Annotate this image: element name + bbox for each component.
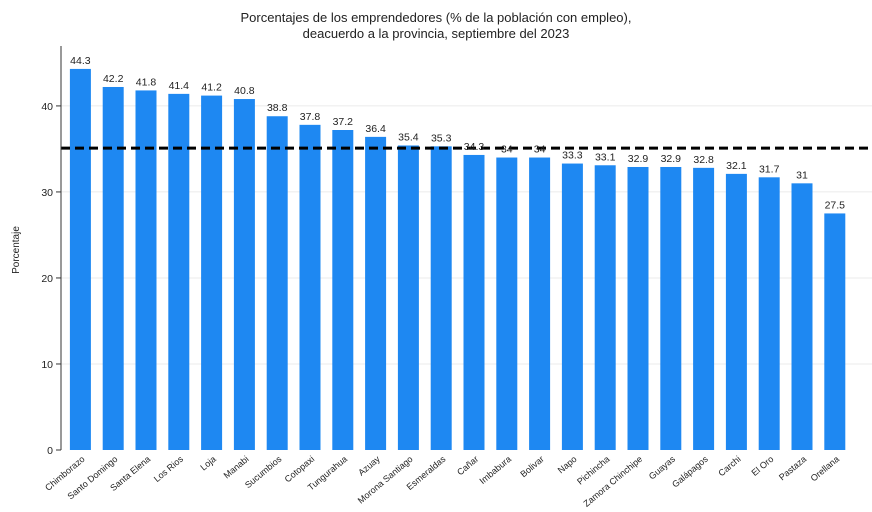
data-label: 35.4 [398,131,419,143]
bar [332,130,354,450]
data-label: 34 [534,144,546,156]
data-label: 32.8 [693,154,714,166]
bar [365,136,387,450]
data-label: 37.2 [333,116,354,128]
data-label: 38.8 [267,102,288,114]
bar [693,167,715,450]
bar [102,86,124,450]
data-label: 27.5 [825,199,846,211]
bar [824,213,846,450]
bar [168,93,190,450]
bar [430,146,452,450]
bar [463,154,485,451]
bar [561,163,583,450]
data-label: 37.8 [300,111,321,123]
x-tick-label: Carchi [716,454,742,478]
bar [627,166,649,450]
data-label: 33.3 [562,150,583,162]
data-label: 41.2 [201,82,222,94]
data-label: 35.3 [431,132,452,144]
x-tick-label: Galápagos [670,454,710,490]
data-label: 31.7 [759,163,780,175]
x-tick-label: Napo [556,454,579,475]
x-tick-label: Guayas [647,454,678,482]
bar [529,157,551,450]
x-tick-label: Sucumbios [243,454,284,491]
bar [233,99,255,450]
data-label: 36.4 [365,123,386,135]
data-label: 34 [501,144,513,156]
data-label: 42.2 [103,73,124,85]
x-tick-label: Orellana [809,454,841,484]
data-label: 32.9 [661,153,682,165]
x-tick-label: Los Rios [152,454,186,484]
bar [266,116,288,450]
x-tick-label: El Oro [750,454,776,478]
bar [496,157,518,450]
bar [594,165,616,451]
x-tick-label: Imbabura [478,454,514,486]
x-tick-label: Manabi [222,454,251,481]
data-label: 41.8 [136,76,157,88]
data-label: 33.1 [595,151,616,163]
y-axis-label: Porcentaje [11,226,22,274]
y-tick-label: 30 [41,187,53,199]
x-tick-label: Zamora Chinchipe [582,454,645,509]
bar [758,177,780,450]
chart-subtitle: deacuerdo a la provincia, septiembre del… [303,26,570,41]
bar [660,166,682,450]
data-label: 41.4 [169,80,190,92]
bar [69,68,91,450]
x-tick-label: Loja [198,454,217,473]
x-tick-label: Azuay [356,454,382,478]
bar [135,90,157,450]
y-tick-label: 10 [41,359,53,371]
bars [69,68,846,451]
y-tick-label: 20 [41,273,53,285]
data-label: 44.3 [70,55,91,67]
bar [725,173,747,450]
chart-title: Porcentajes de los emprendedores (% de l… [241,10,632,25]
x-tick-label: Cañar [455,454,480,477]
data-label: 34.3 [464,141,485,153]
bar [201,95,223,450]
bar [299,124,321,450]
x-tick-label: Morona Santiago [356,454,415,506]
x-tick-label: Pastaza [777,454,808,483]
data-label: 31 [796,169,808,181]
y-tick-label: 40 [41,101,53,113]
y-tick-label: 0 [47,445,53,457]
data-label: 40.8 [234,85,255,97]
bar [397,145,419,450]
data-label: 32.9 [628,153,649,165]
x-tick-label: Bolivar [518,454,546,479]
bar [791,183,813,451]
axes [56,46,62,451]
data-label: 32.1 [726,160,747,172]
